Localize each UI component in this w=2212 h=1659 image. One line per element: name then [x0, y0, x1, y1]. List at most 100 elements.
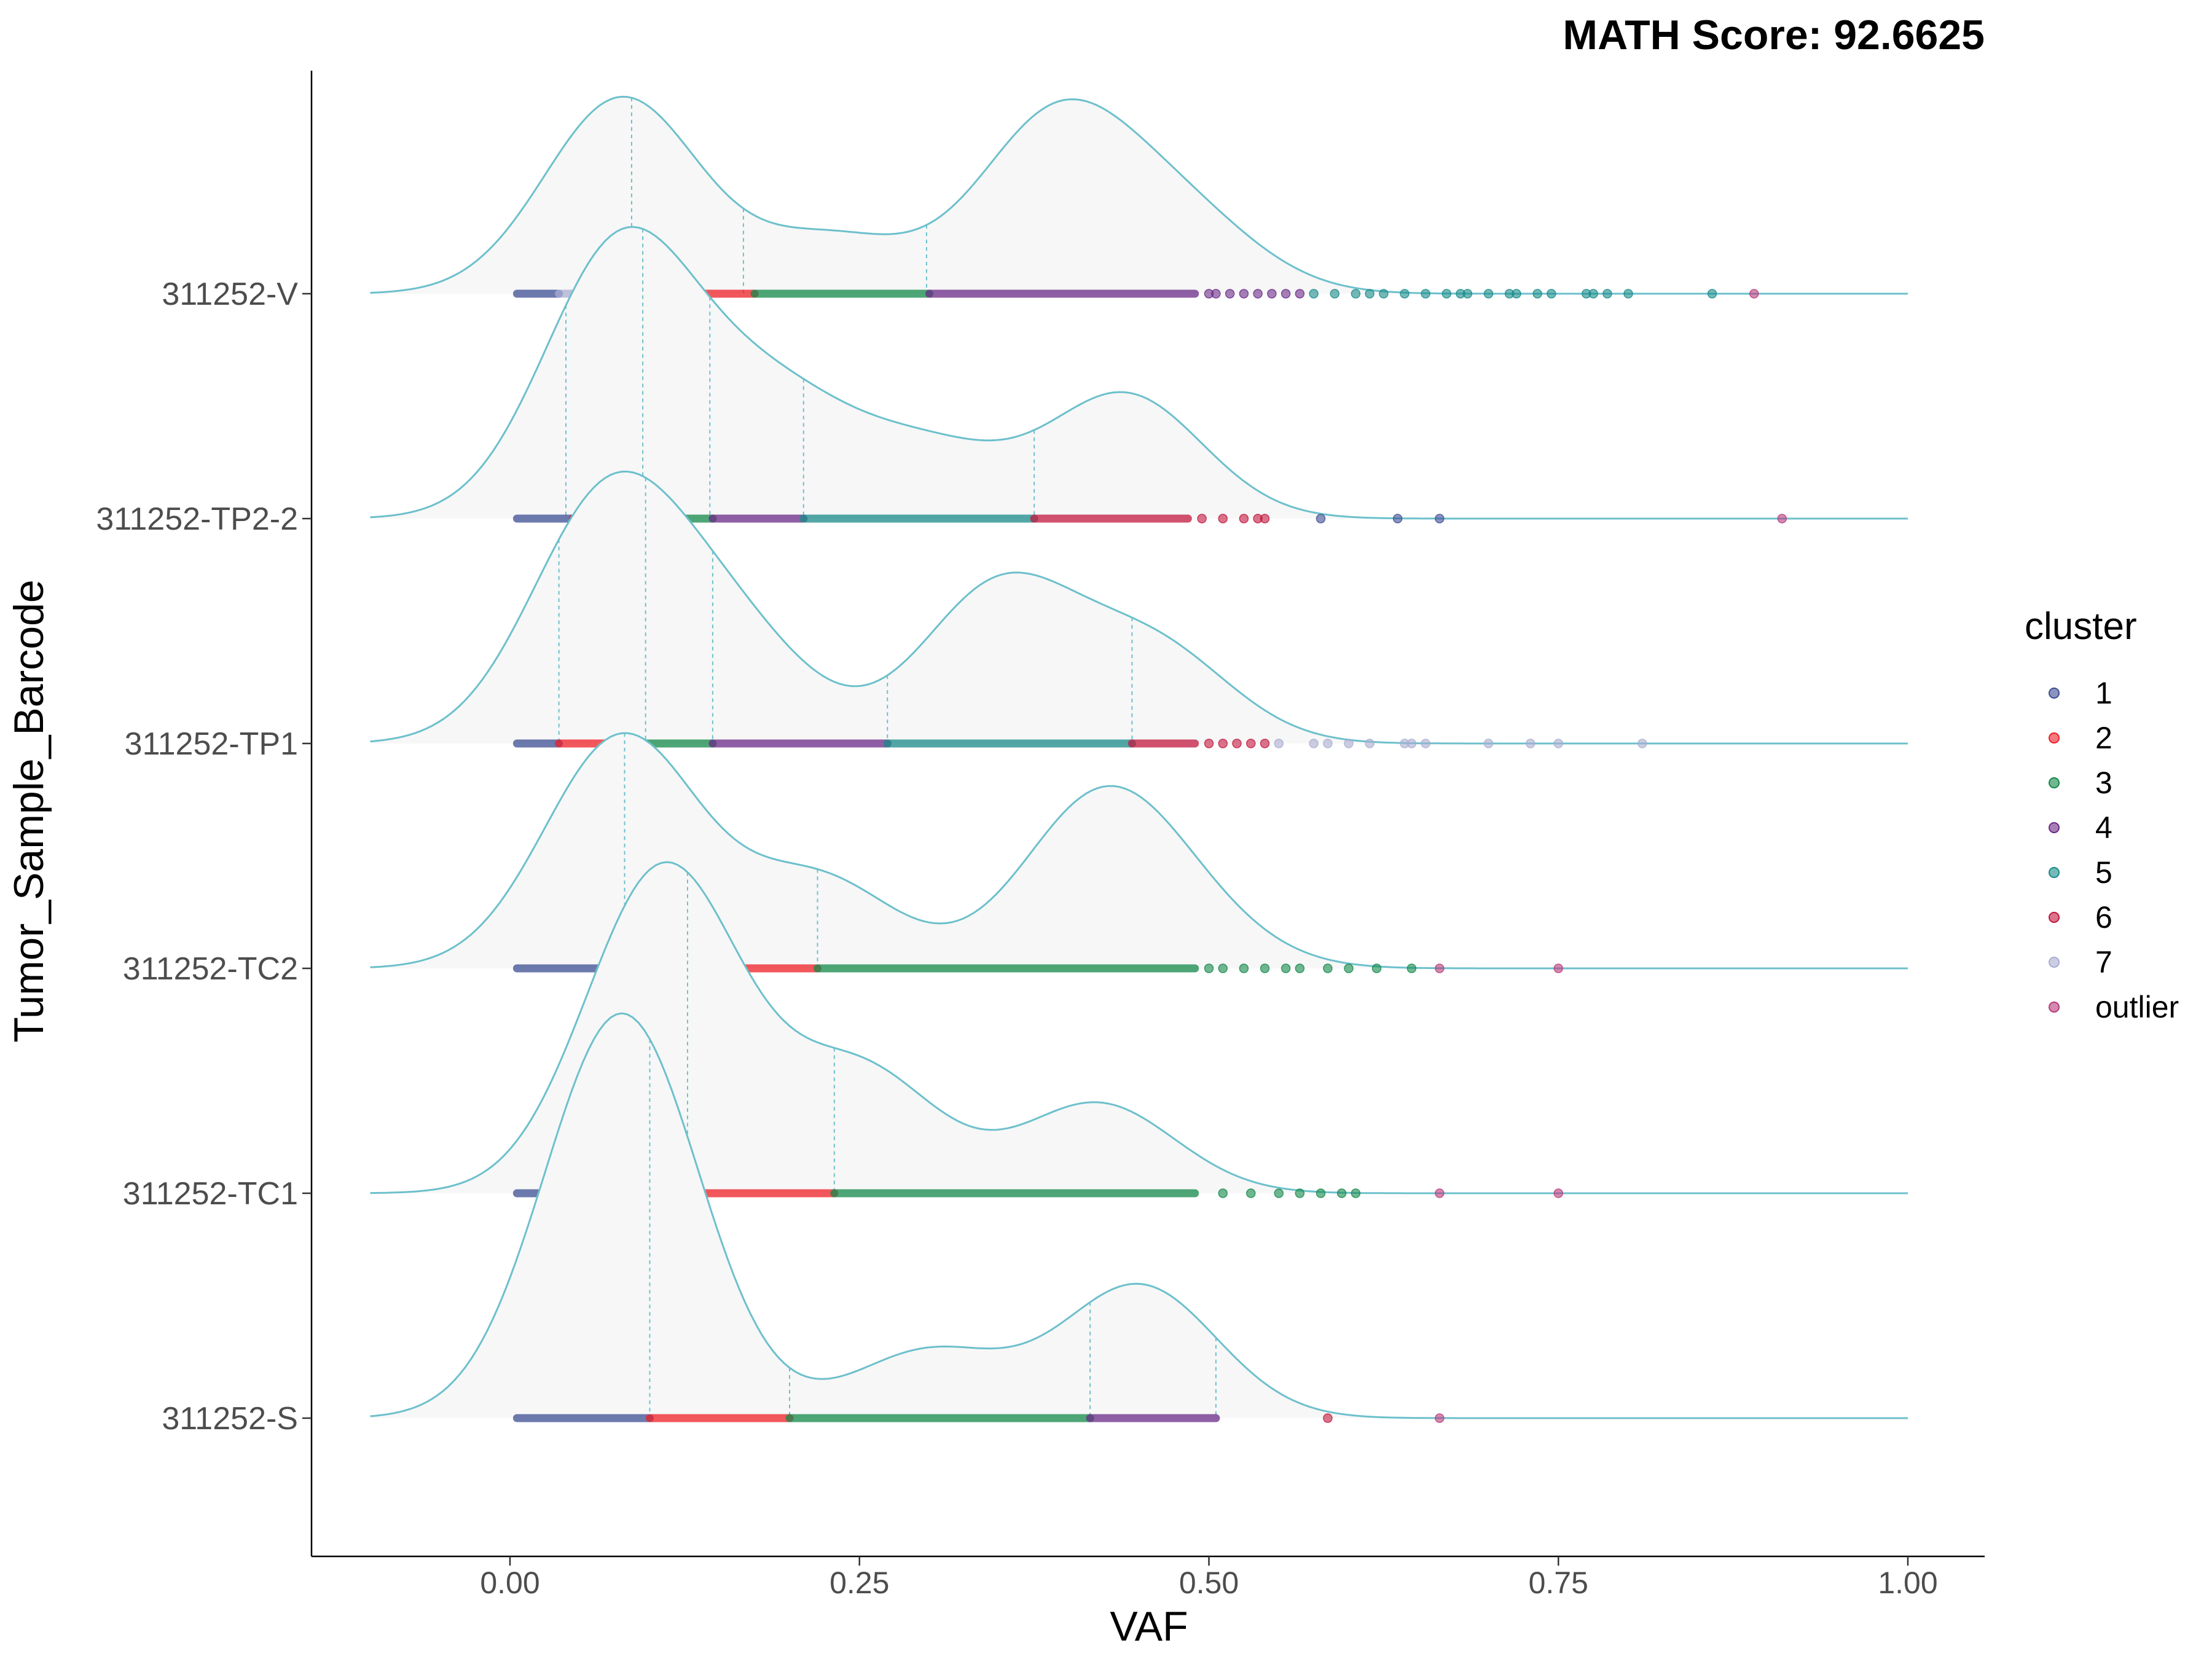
point-cluster-3 [1281, 963, 1291, 973]
x-tick-label: 0.50 [1179, 1566, 1239, 1600]
point-cluster-5 [1365, 289, 1375, 299]
x-tick-label: 0.25 [830, 1566, 889, 1600]
point-cluster-3 [1274, 1188, 1284, 1198]
point-cluster-7 [1274, 739, 1284, 748]
legend-label-5: 5 [2095, 855, 2112, 890]
point-cluster-5 [1421, 289, 1430, 299]
point-cluster-7 [1406, 739, 1417, 748]
point-cluster-5 [1379, 289, 1389, 299]
point-cluster-7 [1526, 739, 1535, 748]
y-tick-label: 311252-TC2 [123, 951, 298, 987]
density-fill [370, 733, 1908, 968]
y-tick-label: 311252-V [162, 276, 298, 312]
point-cluster-3 [1218, 1188, 1228, 1198]
point-cluster-3 [1239, 963, 1249, 973]
legend-label-outlier: outlier [2095, 990, 2179, 1024]
density-curve [370, 470, 1908, 745]
ridge-311252-S [370, 1012, 1908, 1423]
legend-title: cluster [2025, 605, 2137, 648]
point-cluster-outlier [1435, 1413, 1445, 1423]
point-cluster-1 [1392, 514, 1403, 524]
point-cluster-outlier [1435, 963, 1445, 973]
point-cluster-outlier [1749, 289, 1759, 299]
point-cluster-7 [1421, 739, 1430, 748]
ridge-311252-V [370, 95, 1908, 299]
legend-label-1: 1 [2095, 676, 2112, 710]
point-cluster-4 [1239, 289, 1249, 299]
point-cluster-4 [1267, 289, 1277, 299]
point-cluster-3 [1295, 963, 1305, 973]
point-cluster-5 [1441, 289, 1451, 299]
point-cluster-5 [1588, 289, 1598, 299]
point-cluster-6 [1239, 514, 1249, 524]
point-cluster-7 [1344, 739, 1354, 748]
point-cluster-6 [1204, 739, 1214, 748]
point-cluster-3 [1316, 1188, 1326, 1198]
point-cluster-3 [1246, 1188, 1256, 1198]
point-cluster-6 [1246, 739, 1256, 748]
point-cluster-7 [1309, 739, 1319, 748]
legend-key-3 [2049, 777, 2060, 788]
legend: cluster 1 2 3 4 5 6 7 outlier [2025, 605, 2179, 1024]
point-cluster-5 [1462, 289, 1473, 299]
point-cluster-3 [1295, 1188, 1305, 1198]
ridges-layer [370, 95, 1908, 1423]
point-cluster-1 [1435, 514, 1445, 524]
point-cluster-3 [1218, 963, 1228, 973]
point-cluster-6 [1260, 514, 1270, 524]
point-cluster-outlier [1435, 1188, 1445, 1198]
y-tick-label: 311252-TP1 [125, 726, 298, 762]
x-tick-label: 1.00 [1878, 1566, 1937, 1600]
axes-layer [310, 71, 1985, 1558]
point-cluster-7 [1553, 739, 1563, 748]
chart-title: MATH Score: 92.6625 [1563, 12, 1985, 58]
point-cluster-3 [1204, 963, 1214, 973]
point-cluster-6 [1323, 1413, 1333, 1423]
legend-label-3: 3 [2095, 766, 2112, 800]
point-cluster-1 [1316, 514, 1326, 524]
point-cluster-4 [1225, 289, 1235, 299]
legend-key-4 [2049, 822, 2060, 833]
density-curve [370, 861, 1908, 1194]
legend-key-7 [2049, 957, 2060, 968]
point-cluster-3 [1351, 1188, 1361, 1198]
point-cluster-6 [1260, 739, 1270, 748]
y-axis-title: Tumor_Sample_Barcode [6, 579, 52, 1042]
point-cluster-5 [1547, 289, 1556, 299]
point-cluster-3 [1344, 963, 1354, 973]
density-fill [370, 862, 1908, 1193]
density-fill [370, 1013, 1908, 1418]
point-cluster-outlier [1553, 963, 1563, 973]
legend-key-2 [2049, 732, 2060, 743]
point-cluster-5 [1351, 289, 1361, 299]
point-cluster-5 [1512, 289, 1521, 299]
point-cluster-5 [1602, 289, 1612, 299]
point-cluster-5 [1623, 289, 1633, 299]
x-tick-label: 0.00 [480, 1566, 539, 1600]
density-curve [370, 95, 1908, 295]
legend-label-2: 2 [2095, 721, 2112, 755]
point-cluster-4 [1295, 289, 1305, 299]
point-cluster-4 [1211, 289, 1221, 299]
legend-label-6: 6 [2095, 900, 2112, 935]
x-axis-title: VAF [1110, 1603, 1188, 1650]
legend-label-4: 4 [2095, 810, 2112, 845]
point-cluster-5 [1330, 289, 1339, 299]
point-cluster-3 [1323, 963, 1333, 973]
y-tick-label: 311252-TC1 [123, 1176, 298, 1212]
y-tick-label: 311252-S [162, 1401, 298, 1437]
legend-key-6 [2049, 912, 2060, 923]
x-tick-label: 0.75 [1529, 1566, 1588, 1600]
point-cluster-7 [1323, 739, 1333, 748]
point-cluster-5 [1400, 289, 1410, 299]
x-ticks: 0.00 0.25 0.50 0.75 1.00 [480, 1556, 1938, 1600]
point-cluster-3 [1406, 963, 1417, 973]
point-cluster-3 [1371, 963, 1382, 973]
density-fill [370, 96, 1908, 294]
point-cluster-3 [1336, 1188, 1347, 1198]
point-cluster-5 [1309, 289, 1319, 299]
legend-key-1 [2049, 688, 2060, 699]
y-ticks: 311252-V 311252-TP2-2 311252-TP1 311252-TC2… [96, 276, 312, 1437]
point-cluster-3 [1260, 963, 1270, 973]
